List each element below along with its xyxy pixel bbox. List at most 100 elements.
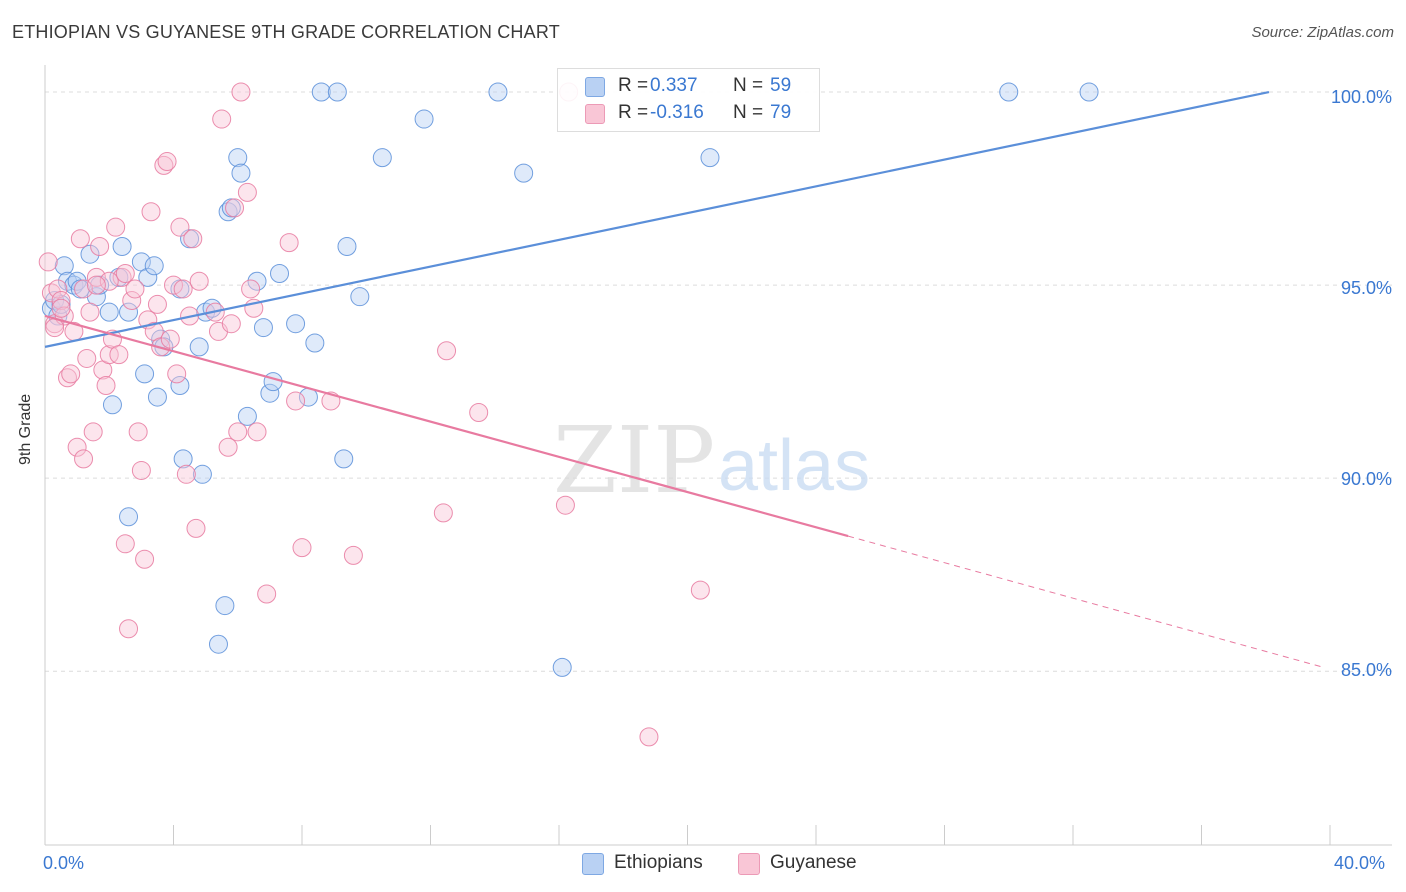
point-guyanese bbox=[51, 298, 71, 318]
point-guyanese bbox=[183, 229, 203, 249]
point-guyanese bbox=[212, 109, 232, 129]
chart-title: ETHIOPIAN VS GUYANESE 9TH GRADE CORRELAT… bbox=[12, 22, 560, 42]
bottom-legend-swatch-ethiopians bbox=[582, 853, 604, 875]
x-tick-label-min: 0.0% bbox=[43, 853, 85, 873]
point-ethiopians bbox=[260, 383, 280, 403]
point-ethiopians bbox=[253, 318, 273, 338]
point-guyanese bbox=[292, 538, 312, 558]
point-guyanese bbox=[135, 549, 155, 569]
point-guyanese bbox=[221, 314, 241, 334]
point-guyanese bbox=[67, 437, 87, 457]
point-guyanese bbox=[437, 341, 457, 361]
trendline-guyanese-extension bbox=[847, 535, 1324, 668]
point-ethiopians bbox=[147, 387, 167, 407]
point-ethiopians bbox=[99, 302, 119, 322]
trendline-ethiopians bbox=[44, 90, 1270, 348]
point-guyanese bbox=[77, 348, 97, 368]
point-guyanese bbox=[122, 291, 142, 311]
point-ethiopians bbox=[119, 302, 139, 322]
point-guyanese bbox=[99, 271, 119, 291]
point-guyanese bbox=[96, 375, 116, 395]
point-guyanese bbox=[38, 252, 58, 272]
bottom-legend-label: Ethiopians bbox=[614, 852, 703, 873]
point-guyanese bbox=[433, 503, 453, 523]
point-ethiopians bbox=[80, 244, 100, 264]
point-ethiopians bbox=[311, 82, 331, 102]
point-guyanese bbox=[237, 182, 257, 202]
point-guyanese bbox=[119, 619, 139, 639]
point-guyanese bbox=[170, 217, 190, 237]
point-ethiopians bbox=[228, 148, 248, 168]
point-guyanese bbox=[164, 275, 183, 295]
point-guyanese bbox=[109, 345, 129, 365]
point-ethiopians bbox=[263, 372, 283, 392]
point-ethiopians bbox=[231, 163, 251, 183]
point-ethiopians bbox=[189, 337, 209, 357]
point-ethiopians bbox=[334, 449, 354, 469]
point-ethiopians bbox=[700, 148, 720, 168]
point-guyanese bbox=[286, 391, 306, 411]
point-guyanese bbox=[173, 279, 193, 299]
point-guyanese bbox=[57, 368, 77, 388]
legend-row-guyanese: R = -0.316 N = 79 bbox=[558, 100, 819, 127]
legend-n-label: N = bbox=[733, 102, 764, 123]
point-ethiopians bbox=[144, 256, 164, 276]
legend-row-ethiopians: R = 0.337 N = 59 bbox=[558, 73, 819, 100]
point-ethiopians bbox=[237, 406, 257, 426]
point-ethiopians bbox=[372, 148, 392, 168]
point-ethiopians bbox=[514, 163, 534, 183]
point-guyanese bbox=[189, 271, 209, 291]
point-guyanese bbox=[160, 329, 180, 349]
point-guyanese bbox=[555, 495, 575, 515]
point-guyanese bbox=[231, 82, 251, 102]
legend-r-value: 0.337 bbox=[650, 75, 698, 96]
point-guyanese bbox=[228, 422, 248, 442]
source-note: Source: ZipAtlas.com bbox=[1251, 24, 1394, 41]
point-ethiopians bbox=[54, 256, 74, 276]
point-guyanese bbox=[106, 217, 126, 237]
point-guyanese bbox=[343, 545, 363, 565]
legend-swatch-ethiopians bbox=[585, 77, 605, 97]
point-guyanese bbox=[112, 267, 132, 287]
point-guyanese bbox=[83, 422, 103, 442]
point-ethiopians bbox=[192, 464, 212, 484]
point-guyanese bbox=[70, 229, 90, 249]
y-tick-label-90: 90.0% bbox=[1340, 469, 1392, 489]
point-ethiopians bbox=[138, 267, 158, 287]
point-guyanese bbox=[639, 727, 659, 747]
point-guyanese bbox=[186, 518, 206, 538]
point-guyanese bbox=[131, 460, 151, 480]
stats-legend: R = 0.337 N = 59 R = -0.316 N = 79 bbox=[557, 68, 820, 132]
point-ethiopians bbox=[305, 333, 325, 353]
point-ethiopians bbox=[350, 287, 370, 307]
point-guyanese bbox=[86, 275, 106, 295]
legend-r-label: R = bbox=[618, 75, 649, 96]
watermark-atlas: atlas bbox=[718, 426, 870, 506]
legend-n-value: 59 bbox=[770, 75, 792, 96]
point-ethiopians bbox=[173, 449, 193, 469]
point-ethiopians bbox=[337, 236, 357, 256]
point-ethiopians bbox=[102, 395, 122, 415]
point-guyanese bbox=[225, 198, 245, 218]
point-guyanese bbox=[147, 294, 167, 314]
x-tick-label-max: 40.0% bbox=[1334, 853, 1386, 873]
point-guyanese bbox=[257, 584, 277, 604]
point-ethiopians bbox=[135, 364, 155, 384]
point-guyanese bbox=[51, 291, 71, 311]
point-guyanese bbox=[247, 422, 267, 442]
point-guyanese bbox=[99, 345, 119, 365]
point-guyanese bbox=[74, 449, 94, 469]
point-guyanese bbox=[690, 580, 710, 600]
point-guyanese bbox=[218, 437, 238, 457]
legend-r-label: R = bbox=[618, 102, 649, 123]
point-ethiopians bbox=[327, 82, 347, 102]
point-guyanese bbox=[167, 364, 187, 384]
legend-swatch-guyanese bbox=[585, 104, 605, 124]
point-ethiopians bbox=[414, 109, 434, 129]
point-guyanese bbox=[157, 152, 177, 172]
point-ethiopians bbox=[999, 82, 1019, 102]
y-tick-label-85: 85.0% bbox=[1340, 660, 1392, 680]
point-ethiopians bbox=[170, 375, 190, 395]
point-guyanese bbox=[241, 279, 261, 299]
